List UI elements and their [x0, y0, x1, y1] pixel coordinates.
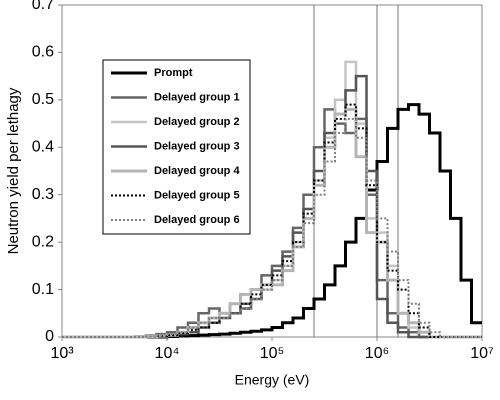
legend-label: Delayed group 4 [154, 165, 240, 177]
y-axis-label: Neutron yield per lethagy [5, 87, 22, 254]
y-tick-label: 0.1 [32, 281, 54, 298]
y-tick-label: 0.4 [32, 139, 54, 156]
x-axis-label: Energy (eV) [235, 372, 310, 388]
legend-label: Delayed group 1 [154, 91, 240, 103]
y-tick-label: 0.3 [32, 186, 54, 203]
x-tick-label: 10⁵ [260, 345, 284, 362]
legend-label: Delayed group 3 [154, 140, 240, 152]
y-tick-label: 0.7 [32, 0, 54, 13]
legend-label: Delayed group 5 [154, 189, 240, 201]
y-tick-label: 0.5 [32, 91, 54, 108]
x-tick-label: 10⁶ [365, 345, 389, 362]
y-tick-label: 0.6 [32, 44, 54, 61]
x-tick-label: 10⁷ [470, 345, 494, 362]
legend-label: Prompt [154, 67, 193, 79]
x-tick-label: 10³ [50, 345, 74, 362]
y-tick-label: 0 [45, 328, 54, 345]
x-tick-label: 10⁴ [155, 345, 180, 362]
legend-label: Delayed group 2 [154, 116, 240, 128]
y-tick-label: 0.2 [32, 233, 54, 250]
legend-label: Delayed group 6 [154, 214, 240, 226]
